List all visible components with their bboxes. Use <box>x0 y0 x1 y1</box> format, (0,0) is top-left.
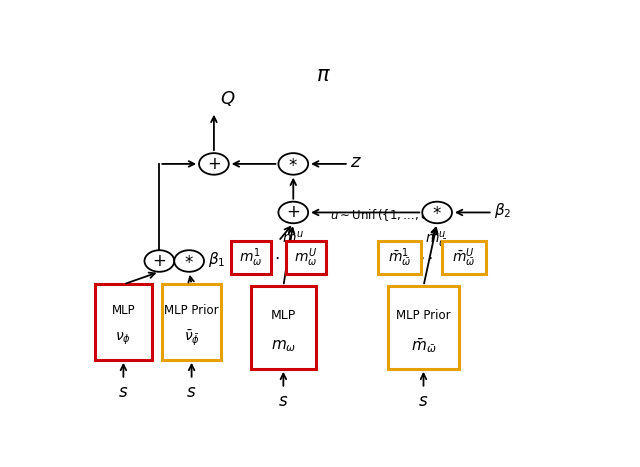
Circle shape <box>278 202 308 223</box>
Text: $\beta_2$: $\beta_2$ <box>494 201 511 220</box>
Text: MLP Prior: MLP Prior <box>396 309 451 322</box>
Circle shape <box>422 202 452 223</box>
Text: $\bar{m}^{u}_{\bar{\omega}}$: $\bar{m}^{u}_{\bar{\omega}}$ <box>426 230 449 250</box>
Text: $s$: $s$ <box>419 391 429 410</box>
Text: $\bar{m}^{1}_{\bar{\omega}}$: $\bar{m}^{1}_{\bar{\omega}}$ <box>388 246 411 269</box>
Bar <box>388 286 460 369</box>
Text: $\pi$: $\pi$ <box>316 65 330 85</box>
Text: $s$: $s$ <box>186 382 196 401</box>
Text: $*$: $*$ <box>184 252 194 270</box>
Text: $m^{U}_{\omega}$: $m^{U}_{\omega}$ <box>294 246 317 269</box>
Circle shape <box>199 153 229 175</box>
Text: MLP Prior: MLP Prior <box>164 304 219 317</box>
Text: $z$: $z$ <box>350 153 362 171</box>
Text: $m^{1}_{\omega}$: $m^{1}_{\omega}$ <box>239 246 263 269</box>
Text: $*$: $*$ <box>289 155 298 173</box>
Text: $+$: $+$ <box>286 204 300 221</box>
Bar <box>378 241 421 274</box>
Text: $\cdot\cdot\cdot$: $\cdot\cdot\cdot$ <box>419 248 445 266</box>
Text: MLP: MLP <box>271 309 296 322</box>
Text: $Q$: $Q$ <box>220 89 236 108</box>
Text: $u \sim \mathrm{Unif}\,\left(\{1,\ldots,U\}\right)$: $u \sim \mathrm{Unif}\,\left(\{1,\ldots,… <box>330 207 443 223</box>
Circle shape <box>145 250 174 272</box>
Text: $*$: $*$ <box>432 204 442 221</box>
Text: $m_{\omega}$: $m_{\omega}$ <box>271 338 296 354</box>
Text: $\bar{\nu}_{\bar{\phi}}$: $\bar{\nu}_{\bar{\phi}}$ <box>184 329 200 348</box>
Circle shape <box>174 250 204 272</box>
Text: $+$: $+$ <box>152 252 166 270</box>
Bar <box>162 284 221 360</box>
Text: $\bar{m}_{\bar{\omega}}$: $\bar{m}_{\bar{\omega}}$ <box>411 336 436 355</box>
Text: $s$: $s$ <box>118 382 129 401</box>
Circle shape <box>278 153 308 175</box>
Text: $\cdot\cdot\cdot$: $\cdot\cdot\cdot$ <box>266 248 291 266</box>
Text: MLP: MLP <box>111 304 135 317</box>
Text: $\beta_1$: $\beta_1$ <box>208 250 225 269</box>
Text: $+$: $+$ <box>207 155 221 173</box>
Text: $\nu_{\phi}$: $\nu_{\phi}$ <box>115 331 131 347</box>
Bar <box>251 286 316 369</box>
Bar <box>231 241 271 274</box>
Text: $\bar{m}^{U}_{\bar{\omega}}$: $\bar{m}^{U}_{\bar{\omega}}$ <box>452 246 476 269</box>
Bar <box>95 284 152 360</box>
Bar <box>286 241 326 274</box>
Bar <box>442 241 486 274</box>
Text: $m^{u}_{\omega}$: $m^{u}_{\omega}$ <box>282 230 305 250</box>
Text: $s$: $s$ <box>278 391 289 410</box>
